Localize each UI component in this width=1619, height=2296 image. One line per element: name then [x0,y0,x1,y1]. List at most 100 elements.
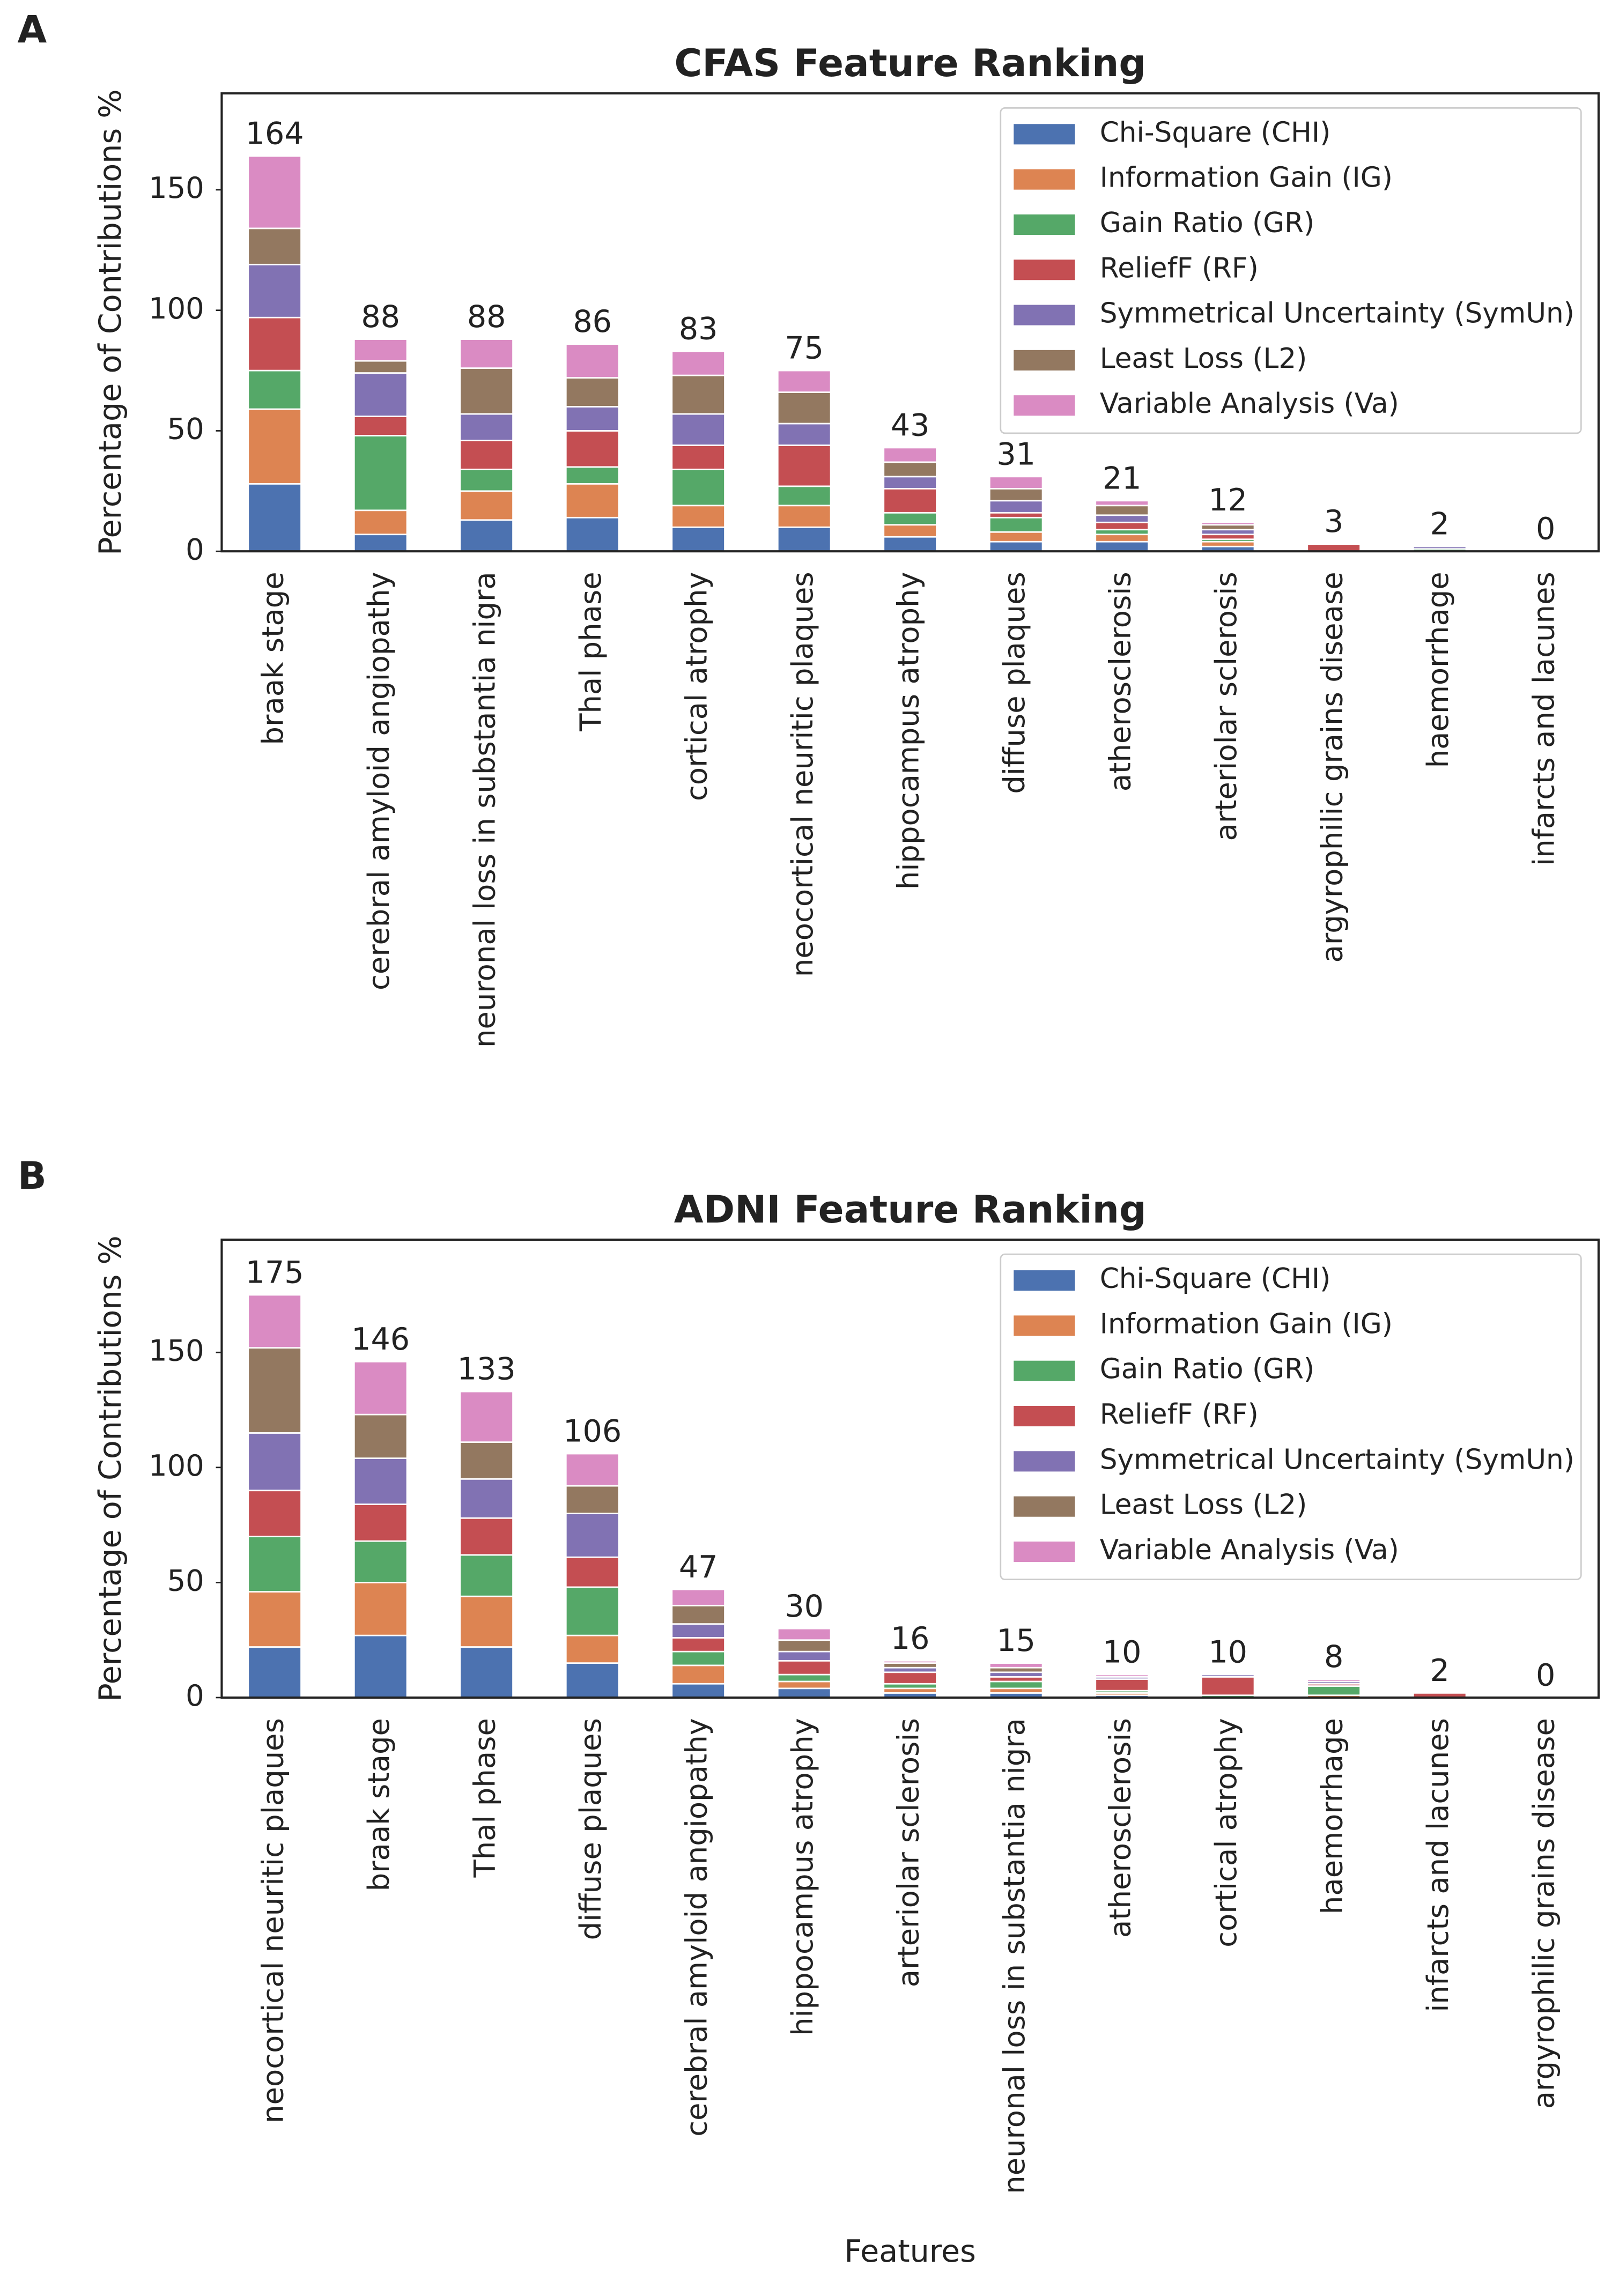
bar-segment [1095,521,1149,531]
bar-segment [459,490,514,521]
bar-segment [777,423,832,446]
total-label: 83 [679,312,718,347]
x-tick-label: cortical atrophy [1209,1718,1243,1947]
y-axis-label: Percentage of Contributions % [93,1235,128,1701]
bar-segment [565,466,620,485]
bar-segment [671,1623,726,1639]
total-label: 88 [467,299,506,335]
bar-segment [565,1634,620,1664]
x-tick-label: haemorrhage [1315,1718,1349,1914]
bar-segment [777,1687,832,1699]
total-label: 16 [891,1621,930,1656]
bar-segment [988,487,1044,502]
bar-segment [565,1586,620,1636]
bar-segment [353,1457,408,1505]
bar-segment [671,1664,726,1685]
legend-label: Least Loss (L2) [1100,343,1307,375]
legend-label: Variable Analysis (Va) [1100,1534,1399,1566]
bar-segment [777,526,832,552]
x-tick-label: braak stage [362,1718,396,1891]
bar-segment [565,406,620,432]
bar-segment [247,1591,302,1648]
legend-box [1000,1253,1582,1581]
bar-segment [353,1361,408,1416]
total-label: 12 [1208,483,1247,518]
y-tick-label: 50 [167,1564,204,1598]
total-label: 21 [1103,461,1142,496]
total-label: 30 [785,1589,824,1624]
bar-segment [1095,514,1149,523]
bar-segment [565,1556,620,1588]
x-tick-label: argyrophilic grains disease [1527,1718,1561,2109]
legend-label: Information Gain (IG) [1100,1308,1393,1340]
bar-segment [883,447,937,463]
bar-segment [883,487,937,514]
bar-segment [247,1432,302,1492]
bar-segment [247,1294,302,1349]
plot-frame [220,1238,1600,1699]
bar-segment [565,1513,620,1558]
legend-swatch [1014,1406,1075,1427]
bar-segment [777,1680,832,1690]
y-tick-label: 50 [167,412,204,446]
legend-swatch [1014,305,1075,325]
bar-segment [671,350,726,376]
bar-segment [671,445,726,470]
bar-segment [883,512,937,526]
chart-title: ADNI Feature Ranking [674,1187,1147,1232]
bar-segment [247,1490,302,1537]
legend-swatch [1014,124,1075,145]
legend-swatch [1014,1360,1075,1381]
legend-label: Symmetrical Uncertainty (SymUn) [1100,1443,1574,1476]
x-tick-label: infarcts and lacunes [1421,1718,1455,2012]
x-tick-label: braak stage [256,572,290,745]
bar-segment [459,1646,514,1699]
bar-segment [1306,1685,1361,1697]
legend-swatch [1014,260,1075,280]
bar-segment [353,1540,408,1583]
x-tick-label: hippocampus atrophy [786,1718,819,2036]
x-tick-label: neocortical neuritic plaques [256,1718,290,2123]
bar-segment [459,367,514,415]
total-label: 146 [351,1322,410,1357]
bar-segment [565,377,620,408]
total-label: 10 [1103,1635,1142,1670]
total-label: 47 [679,1550,718,1585]
bar-segment [988,476,1044,490]
y-tick-label: 0 [186,532,204,566]
bar-segment [353,534,408,552]
bar-segment [671,505,726,528]
bar-segment [988,531,1044,543]
y-tick-label: 150 [149,1334,204,1367]
x-tick-label: cerebral amyloid angiopathy [679,1718,713,2137]
total-label: 3 [1324,504,1343,539]
legend-box [1000,107,1582,434]
bar-segment [671,374,726,415]
legend-swatch [1014,1451,1075,1472]
legend-label: Chi-Square (CHI) [1100,1263,1331,1295]
bar-segment [247,263,302,319]
total-label: 0 [1536,1658,1555,1693]
bar-segment [459,1441,514,1480]
y-tick-label: 150 [149,171,204,205]
total-label: 2 [1430,1653,1449,1688]
total-label: 10 [1208,1635,1247,1670]
total-label: 0 [1536,512,1555,547]
legend-swatch [1014,1496,1075,1517]
bar-segment [353,372,408,417]
total-label: 86 [573,304,612,339]
bar-segment [247,1646,302,1699]
x-tick-label: cortical atrophy [679,572,713,801]
legend-label: ReliefF (RF) [1100,1398,1259,1431]
x-tick-label: infarcts and lacunes [1527,572,1561,866]
bar-segment [1095,500,1149,507]
bar-segment [883,1671,937,1685]
x-tick-label: atherosclerosis [1103,572,1137,791]
bar-segment [353,416,408,436]
bar-segment [565,430,620,468]
total-label: 164 [246,116,304,152]
bar-segment [459,1595,514,1648]
legend-label: Chi-Square (CHI) [1100,116,1331,149]
bar-segment [565,483,620,519]
